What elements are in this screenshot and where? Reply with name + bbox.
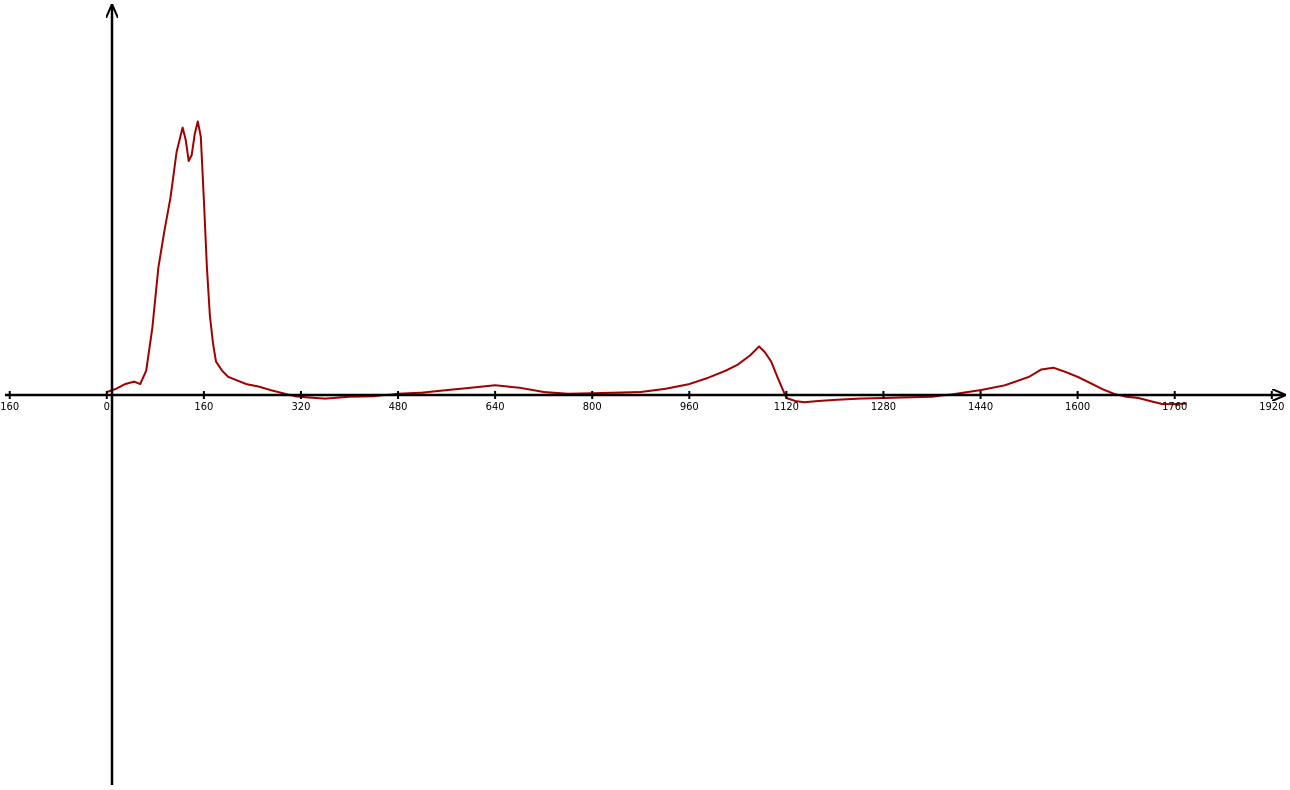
x-tick-label: 1920 — [1259, 400, 1284, 413]
x-tick-label: 1280 — [871, 400, 896, 413]
x-tick-label: 160 — [0, 400, 19, 413]
x-tick-label: 1600 — [1065, 400, 1090, 413]
x-tick-label: 1760 — [1162, 400, 1187, 413]
x-tick-label: 1120 — [774, 400, 799, 413]
x-tick-label: 0 — [104, 400, 110, 413]
x-tick-label: 800 — [583, 400, 602, 413]
x-tick-label: 320 — [292, 400, 311, 413]
x-tick-label: 160 — [194, 400, 213, 413]
x-tick-label: 640 — [486, 400, 505, 413]
x-tick-label: 960 — [680, 400, 699, 413]
x-ticks: 160 0 160 320 480 640 800 960 1120 1280 1440 1600 17… — [0, 391, 1284, 413]
x-tick-label: 480 — [389, 400, 408, 413]
x-tick-label: 1440 — [968, 400, 993, 413]
series-layer — [106, 120, 1187, 406]
series-line — [106, 120, 1187, 406]
